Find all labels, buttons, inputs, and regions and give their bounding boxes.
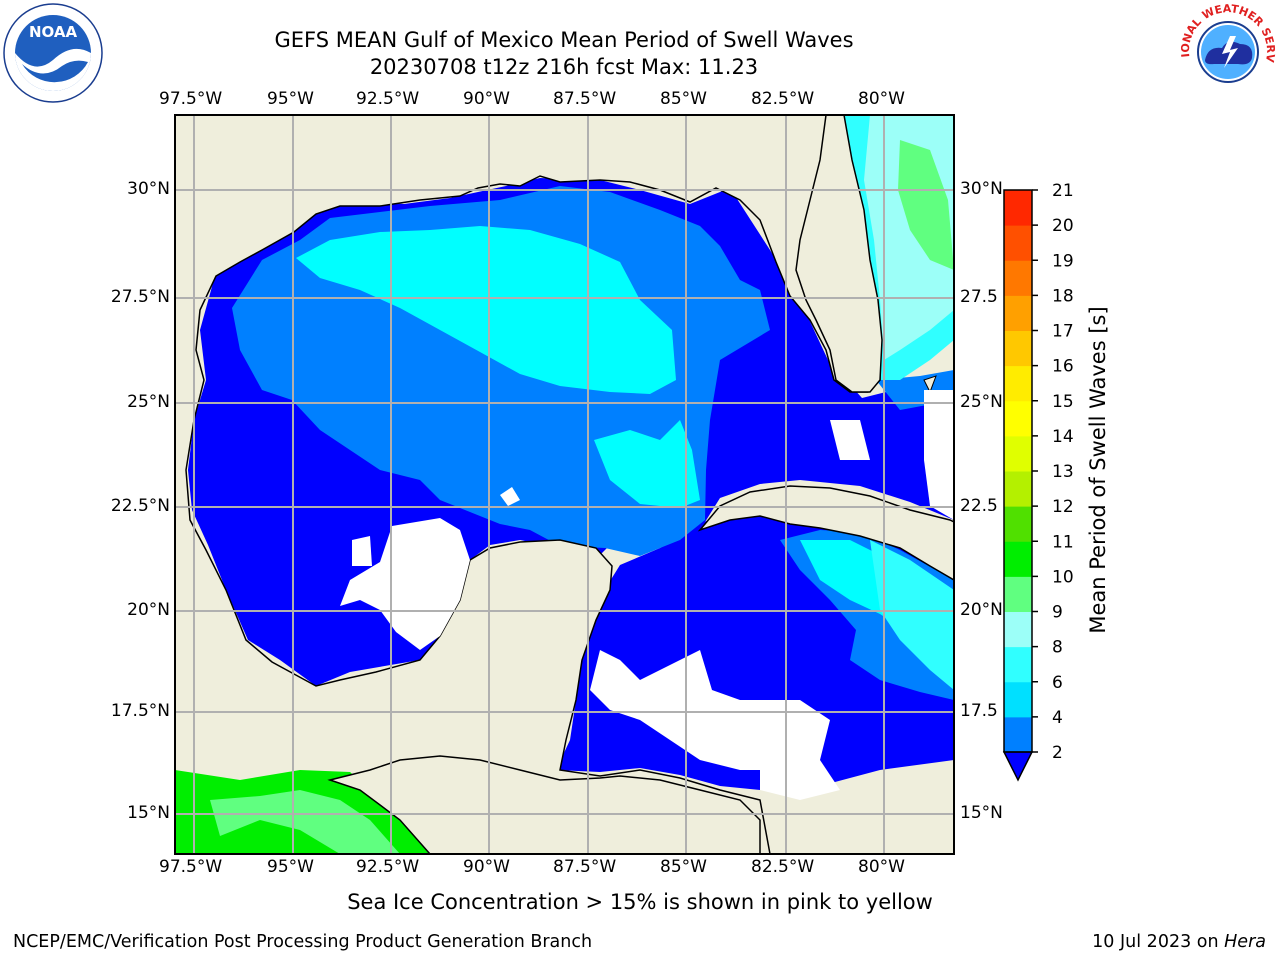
colorbar-tick-label: 10: [1052, 567, 1074, 587]
colorbar-tick-label: 6: [1052, 673, 1063, 693]
chart-subtitle: 20230708 t12z 216h fcst Max: 11.23: [369, 55, 759, 79]
colorbar-segment: [1004, 435, 1032, 472]
lon-label-bottom: 82.5°W: [751, 857, 815, 877]
lat-label-right: 15°N: [960, 803, 1003, 823]
footer-host: Hera: [1224, 932, 1266, 952]
colorbar-tick-label: 17: [1052, 322, 1074, 342]
lat-label-left: 17.5°N: [110, 701, 170, 721]
noaa-logo: NOAA: [3, 3, 103, 103]
bahamas-land: [923, 375, 937, 394]
lon-label-bottom: 85°W: [660, 857, 707, 877]
lon-label-top: 82.5°W: [751, 89, 815, 109]
lon-label-top: 92.5°W: [356, 89, 420, 109]
colorbar-segment: [1004, 471, 1032, 507]
colorbar-tick-label: 15: [1052, 392, 1074, 412]
colorbar-segment: [1004, 400, 1032, 437]
pacific-contour-9-10s: [210, 790, 400, 854]
no-data-patches: [340, 390, 954, 800]
nws-logo: NATIONAL WEATHER SERVICE: [1178, 2, 1277, 99]
lon-label-bottom: 97.5°W: [159, 857, 223, 877]
colorbar-segment: [1004, 681, 1032, 718]
sea-ice-note: Sea Ice Concentration > 15% is shown in …: [347, 890, 933, 914]
colorbar-tick-label: 21: [1052, 181, 1074, 201]
lat-label-left: 27.5°N: [110, 287, 170, 307]
lon-label-bottom: 95°W: [267, 857, 314, 877]
lon-label-bottom: 80°W: [858, 857, 905, 877]
lat-label-right: 27.5: [960, 287, 998, 307]
lat-label-left: 22.5°N: [110, 496, 170, 516]
colorbar-tick-label: 8: [1052, 638, 1063, 658]
colorbar-tick-label: 12: [1052, 497, 1074, 517]
colorbar-segment: [1004, 716, 1032, 753]
colorbar-tick-label: 9: [1052, 603, 1063, 623]
colorbar-tick-label: 18: [1052, 286, 1074, 306]
colorbar-segment: [1004, 190, 1032, 226]
colorbar-segment: [1004, 330, 1032, 367]
colorbar-tick-label: 20: [1052, 216, 1074, 236]
colorbar-segment: [1004, 576, 1032, 612]
contour-6-8s-caribbean: [870, 540, 954, 690]
colorbar-tick-label: 11: [1052, 532, 1074, 552]
lat-label-left: 15°N: [127, 803, 170, 823]
lat-label-right: 22.5: [960, 496, 998, 516]
footer-date-text: 10 Jul 2023 on: [1092, 932, 1225, 952]
footer-date: 10 Jul 2023 on Hera: [1092, 932, 1266, 952]
central-america-land: [327, 755, 761, 854]
contour-9-10s-atlantic: [898, 140, 954, 270]
colorbar-tick-label: 13: [1052, 462, 1074, 482]
colorbar-segment: [1004, 260, 1032, 296]
lat-label-right: 25°N: [960, 392, 1003, 412]
colorbar-tick-label: 19: [1052, 251, 1074, 271]
lon-label-bottom: 92.5°W: [356, 857, 420, 877]
map-gridlines: [175, 115, 954, 854]
map-frame: [174, 114, 955, 855]
colorbar-segment: [1004, 611, 1032, 648]
noaa-logo-text: NOAA: [29, 23, 78, 41]
colorbar-tick-label: 4: [1052, 708, 1063, 728]
colorbar-segment: [1004, 646, 1032, 683]
footer-credit: NCEP/EMC/Verification Post Processing Pr…: [13, 932, 593, 952]
colorbar-tick-label: 14: [1052, 427, 1074, 447]
florida-land: [795, 115, 883, 393]
lat-label-left: 20°N: [127, 600, 170, 620]
colorbar-segment: [1004, 506, 1032, 542]
lon-label-top: 97.5°W: [159, 89, 223, 109]
lat-label-right: 30°N: [960, 179, 1003, 199]
colorbar-segment: [1004, 541, 1032, 577]
lon-label-top: 87.5°W: [553, 89, 617, 109]
lon-label-top: 90°W: [463, 89, 510, 109]
colorbar-tick-label: 2: [1052, 743, 1063, 763]
colorbar-label: Mean Period of Swell Waves [s]: [1086, 306, 1110, 633]
colorbar-segment: [1004, 225, 1032, 261]
colorbar: 2 4 6 8 9 10 11 12 13 14 15 16 17 18 19 20 21: [1002, 181, 1074, 782]
lon-label-bottom: 90°W: [463, 857, 510, 877]
chart-title: GEFS MEAN Gulf of Mexico Mean Period of …: [274, 28, 854, 52]
lon-label-top: 80°W: [858, 89, 905, 109]
lon-label-top: 95°W: [267, 89, 314, 109]
lon-label-top: 85°W: [660, 89, 707, 109]
lon-label-bottom: 87.5°W: [553, 857, 617, 877]
colorbar-tick-label: 16: [1052, 357, 1074, 377]
contour-4-6s-yucatan: [594, 420, 700, 508]
lat-label-right: 17.5: [960, 701, 998, 721]
lat-label-left: 30°N: [127, 179, 170, 199]
colorbar-segment: [1004, 295, 1032, 331]
lat-label-left: 25°N: [127, 392, 170, 412]
colorbar-segment: [1004, 365, 1032, 402]
lat-label-right: 20°N: [960, 600, 1003, 620]
colorbar-under-extension: [1002, 751, 1034, 782]
